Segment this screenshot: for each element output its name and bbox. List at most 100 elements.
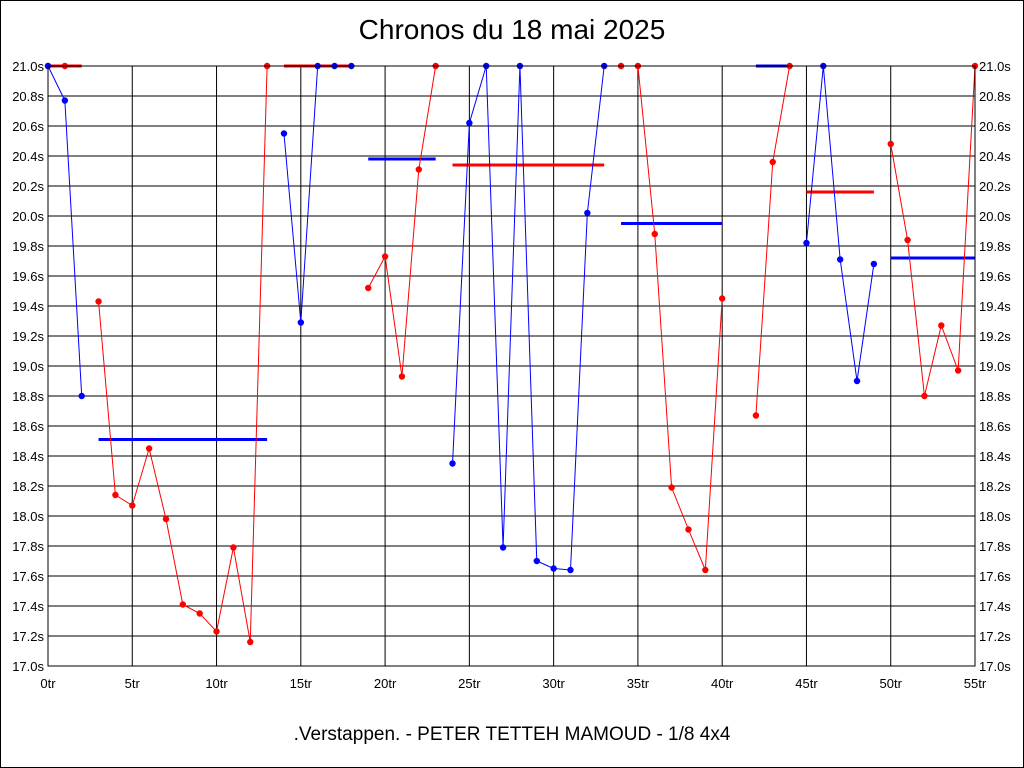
y-tick-label-right: 20.6s: [979, 119, 1011, 134]
data-point: [533, 557, 540, 565]
x-tick-label: 5tr: [125, 676, 141, 691]
tick-labels: 21.0s 21.0s 20.8s 20.8s 20.6s 20.6s 20.4s 20.4s…: [12, 59, 1011, 691]
data-point: [668, 484, 675, 491]
x-tick-label: 0tr: [40, 676, 56, 691]
data-point: [78, 392, 85, 400]
x-tick-label: 15tr: [290, 676, 313, 691]
y-tick-label-left: 19.6s: [12, 269, 44, 284]
data-point: [567, 566, 574, 574]
x-tick-label: 50tr: [880, 676, 903, 691]
y-tick-label-right: 21.0s: [979, 59, 1011, 74]
data-point: [870, 260, 878, 268]
x-tick-label: 35tr: [627, 676, 650, 691]
y-tick-label-left: 19.8s: [12, 239, 44, 254]
y-tick-label-right: 20.0s: [979, 209, 1011, 224]
y-tick-label-right: 18.4s: [979, 449, 1011, 464]
data-point: [466, 119, 473, 127]
x-tick-label: 20tr: [374, 676, 397, 691]
y-tick-label-right: 17.8s: [979, 539, 1011, 554]
reference-lines: [48, 64, 975, 441]
data-point: [499, 544, 507, 551]
chart-title: Chronos du 18 mai 2025: [358, 14, 666, 45]
series-line: [47, 65, 83, 397]
y-tick-label-left: 18.2s: [12, 479, 44, 494]
y-tick-label-left: 18.4s: [12, 449, 44, 464]
data-point: [129, 502, 136, 509]
series-line: [890, 65, 976, 397]
plot-border: [47, 65, 976, 667]
data-point: [550, 565, 557, 572]
data-point: [213, 628, 220, 635]
y-tick-label-right: 17.2s: [979, 629, 1011, 644]
series-line: [367, 65, 437, 377]
data-point: [196, 610, 203, 617]
series-line: [98, 65, 268, 643]
data-point: [702, 566, 709, 574]
data-point: [752, 412, 760, 419]
data-point: [449, 460, 456, 467]
y-tick-label-left: 18.0s: [12, 509, 44, 524]
y-tick-label-right: 19.2s: [979, 329, 1011, 344]
data-point: [247, 638, 254, 646]
y-tick-label-right: 18.2s: [979, 479, 1011, 494]
y-tick-label-right: 20.2s: [979, 179, 1011, 194]
y-tick-label-left: 17.2s: [12, 629, 44, 644]
data-points: [44, 62, 979, 646]
y-tick-label-right: 17.0s: [979, 659, 1011, 674]
x-tick-label: 45tr: [795, 676, 818, 691]
data-point: [836, 256, 844, 263]
data-point: [887, 140, 894, 148]
y-tick-label-left: 17.8s: [12, 539, 44, 554]
data-point: [297, 319, 305, 326]
x-tick-label: 25tr: [458, 676, 481, 691]
data-point: [853, 377, 861, 385]
data-point: [685, 526, 692, 533]
y-tick-label-left: 19.2s: [12, 329, 44, 344]
data-point: [803, 239, 810, 247]
data-point: [145, 445, 153, 452]
data-point: [61, 97, 69, 104]
data-point: [365, 284, 372, 292]
y-tick-label-left: 20.4s: [12, 149, 44, 164]
y-tick-label-left: 19.4s: [12, 299, 44, 314]
y-tick-label-left: 20.8s: [12, 89, 44, 104]
data-point: [381, 253, 389, 260]
y-tick-label-right: 19.4s: [979, 299, 1011, 314]
y-tick-label-left: 17.6s: [12, 569, 44, 584]
data-point: [769, 158, 776, 166]
chart-footer: .Verstappen. - PETER TETTEH MAMOUD - 1/8…: [293, 724, 731, 745]
data-point: [954, 367, 962, 374]
data-point: [112, 491, 119, 499]
y-tick-label-left: 17.0s: [12, 659, 44, 674]
y-tick-label-left: 20.2s: [12, 179, 44, 194]
y-tick-label-right: 19.0s: [979, 359, 1011, 374]
data-point: [651, 230, 658, 238]
y-tick-label-right: 19.6s: [979, 269, 1011, 284]
data-point: [95, 298, 102, 305]
data-point: [415, 166, 422, 173]
y-tick-label-left: 17.4s: [12, 599, 44, 614]
grid: [47, 65, 976, 667]
x-tick-label: 40tr: [711, 676, 734, 691]
data-point: [938, 322, 945, 329]
data-point: [904, 236, 911, 244]
y-tick-label-right: 20.8s: [979, 89, 1011, 104]
series-line: [452, 65, 605, 571]
x-tick-label: 55tr: [964, 676, 987, 691]
y-tick-label-right: 19.8s: [979, 239, 1011, 254]
series-lines: [47, 65, 976, 643]
series-line: [283, 65, 352, 323]
data-point: [230, 544, 237, 551]
x-tick-label: 10tr: [205, 676, 228, 691]
y-tick-label-left: 18.6s: [12, 419, 44, 434]
y-tick-label-left: 20.0s: [12, 209, 44, 224]
y-tick-label-right: 17.4s: [979, 599, 1011, 614]
y-tick-label-left: 20.6s: [12, 119, 44, 134]
data-point: [179, 601, 187, 608]
y-tick-label-right: 18.6s: [979, 419, 1011, 434]
data-point: [921, 392, 928, 400]
series-line: [755, 65, 791, 416]
data-point: [162, 515, 170, 523]
data-point: [280, 130, 288, 137]
